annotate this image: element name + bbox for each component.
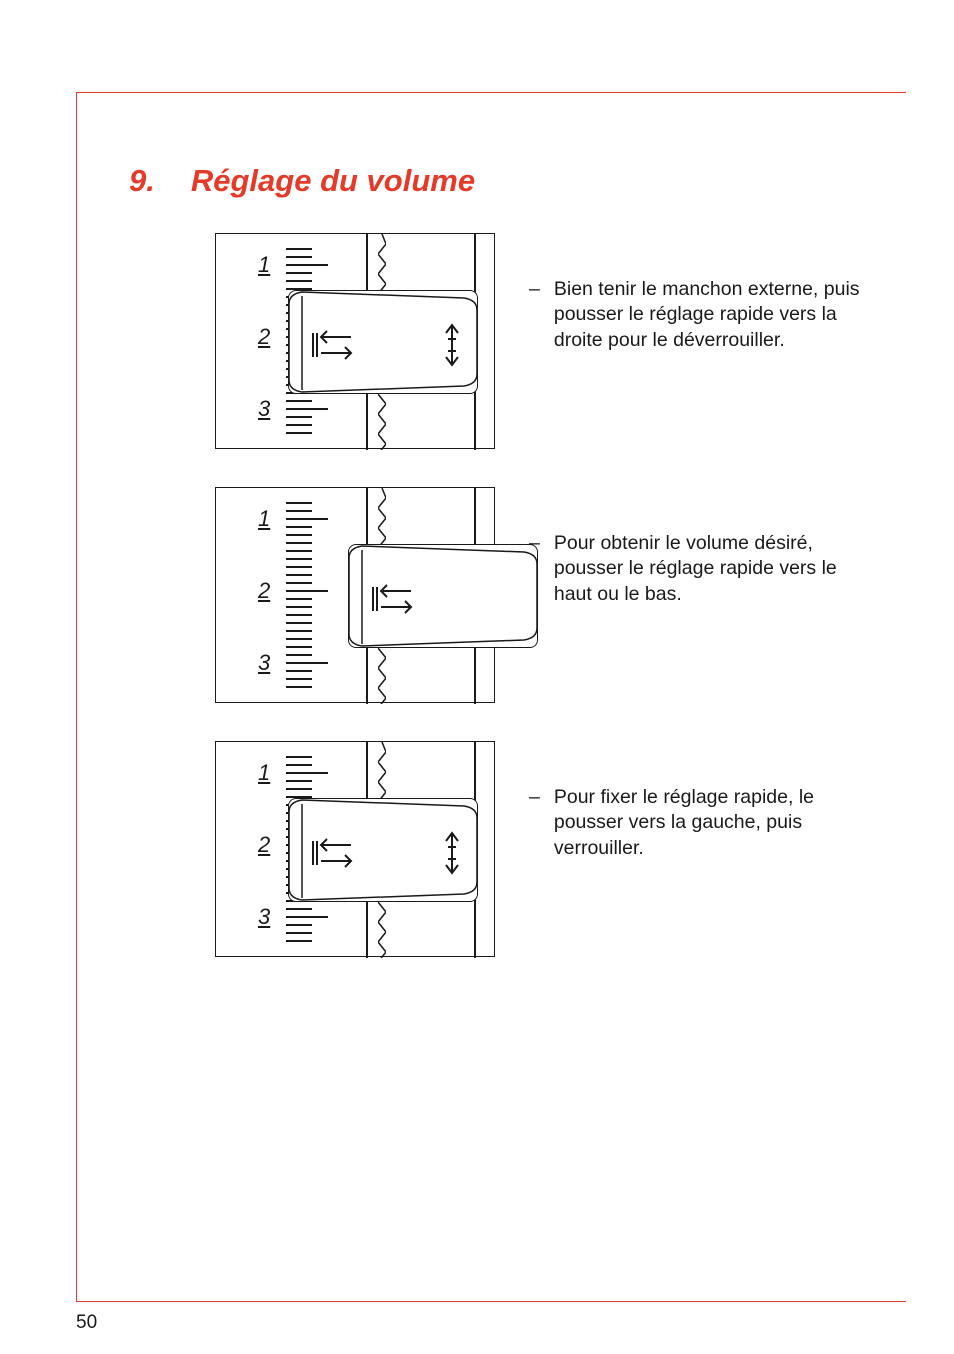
step-description: Pour obtenir le volume désiré, pousser l… bbox=[554, 531, 866, 607]
diagram: 1 2 3 bbox=[215, 487, 495, 703]
scale-number: 1 bbox=[258, 760, 270, 786]
arrows-left-right-icon bbox=[311, 833, 365, 873]
arrows-left-right-icon bbox=[311, 325, 365, 365]
content-frame: 9. Réglage du volume 123 –B bbox=[76, 92, 906, 1302]
quick-adjust-slider bbox=[288, 290, 478, 394]
arrows-up-down-icon bbox=[439, 829, 465, 877]
list-dash: – bbox=[529, 277, 540, 353]
arrows-up-down-icon bbox=[439, 321, 465, 369]
scale-number: 3 bbox=[258, 904, 270, 930]
scale-number: 3 bbox=[258, 650, 270, 676]
step-row: 1 2 3 –Pour obtenir le volume désiré, pous… bbox=[129, 487, 866, 703]
step-row: 1 2 3 –Bien tenir le manchon externe, puis… bbox=[129, 233, 866, 449]
page: 9. Réglage du volume 123 –B bbox=[0, 0, 954, 1354]
list-dash: – bbox=[529, 785, 540, 861]
step-text: –Pour obtenir le volume désiré, pousser … bbox=[529, 487, 866, 607]
scale-number: 2 bbox=[258, 578, 270, 604]
scale-number: 2 bbox=[258, 324, 270, 350]
steps-container: 123 –Bien tenir le manchon externe, puis… bbox=[129, 233, 866, 957]
step-text: –Pour fixer le réglage rapide, le pousse… bbox=[529, 741, 866, 861]
step-row: 1 2 3 –Pour fixer le réglage rapide, le po… bbox=[129, 741, 866, 957]
diagram: 1 2 3 bbox=[215, 233, 495, 449]
scale-number: 1 bbox=[258, 252, 270, 278]
heading-title: Réglage du volume bbox=[191, 163, 475, 199]
scale-number: 3 bbox=[258, 396, 270, 422]
arrows-left-right-icon bbox=[371, 579, 425, 619]
quick-adjust-slider bbox=[348, 544, 538, 648]
heading-number: 9. bbox=[129, 163, 155, 199]
diagram: 1 2 3 bbox=[215, 741, 495, 957]
step-description: Pour fixer le réglage rapide, le pousser… bbox=[554, 785, 866, 861]
page-number: 50 bbox=[76, 1312, 97, 1334]
quick-adjust-slider bbox=[288, 798, 478, 902]
scale-number: 2 bbox=[258, 832, 270, 858]
scale-number: 1 bbox=[258, 506, 270, 532]
step-text: –Bien tenir le manchon externe, puis pou… bbox=[529, 233, 866, 353]
section-heading: 9. Réglage du volume bbox=[129, 163, 866, 199]
step-description: Bien tenir le manchon externe, puis pous… bbox=[554, 277, 866, 353]
